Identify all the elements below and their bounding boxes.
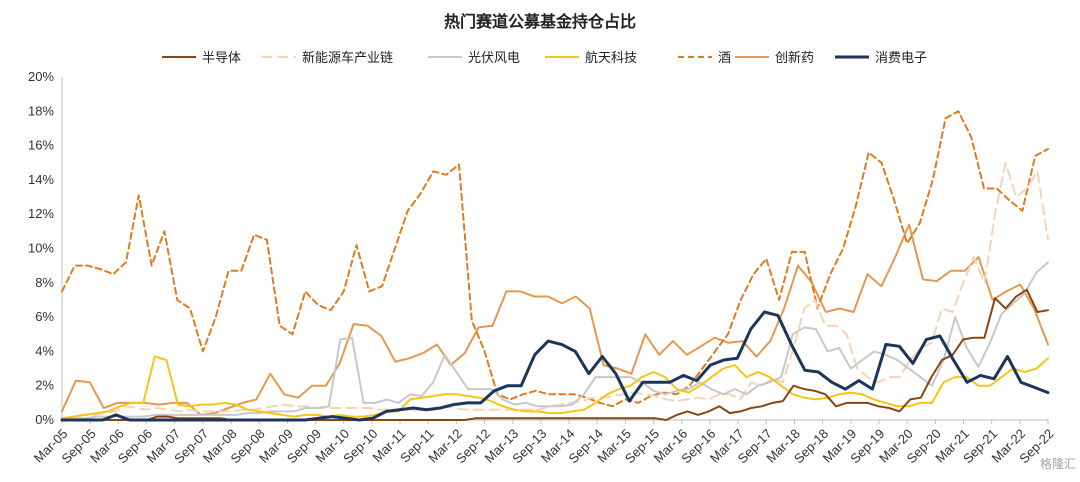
legend-label-6: 消费电子: [875, 51, 927, 66]
legend-label-4: 酒: [718, 51, 731, 66]
series-line-4: [61, 110, 1049, 408]
chart-title: 热门赛道公募基金持仓占比: [444, 12, 636, 31]
y-tick-label: 18%: [28, 103, 54, 118]
y-tick-label: 10%: [28, 241, 54, 256]
series-line-6: [60, 310, 1050, 422]
series-line-0: [61, 288, 1049, 421]
legend-label-3: 航天科技: [585, 50, 637, 66]
series-line-5: [61, 223, 1049, 416]
series-line-1: [61, 161, 1049, 420]
series-line-3: [61, 355, 1049, 420]
y-tick-label: 8%: [35, 275, 54, 290]
y-tick-label: 2%: [35, 378, 54, 393]
legend-label-5: 创新药: [775, 50, 814, 66]
legend-label-0: 半导体: [202, 51, 241, 66]
y-tick-label: 16%: [28, 138, 54, 153]
y-tick-label: 6%: [35, 309, 54, 324]
watermark-text: 格隆汇: [1040, 456, 1076, 471]
y-tick-label: 4%: [35, 343, 54, 358]
x-axis: Mar-05Sep-05Mar-06Sep-06Mar-07Sep-07Mar-…: [31, 419, 1057, 466]
y-tick-label: 20%: [28, 69, 54, 84]
legend: 半导体 新能源车产业链 光伏风电 航天科技 酒 创新药 消费电子: [162, 50, 927, 66]
series-layer: [60, 110, 1050, 422]
y-tick-label: 0%: [35, 412, 54, 427]
y-tick-label: 12%: [28, 206, 54, 221]
legend-label-1: 新能源车产业链: [302, 50, 393, 66]
y-tick-label: 14%: [28, 172, 54, 187]
y-axis: 0% 2% 4% 6% 8% 10% 12% 14% 16% 18% 20%: [28, 69, 63, 427]
legend-label-2: 光伏风电: [468, 51, 520, 66]
